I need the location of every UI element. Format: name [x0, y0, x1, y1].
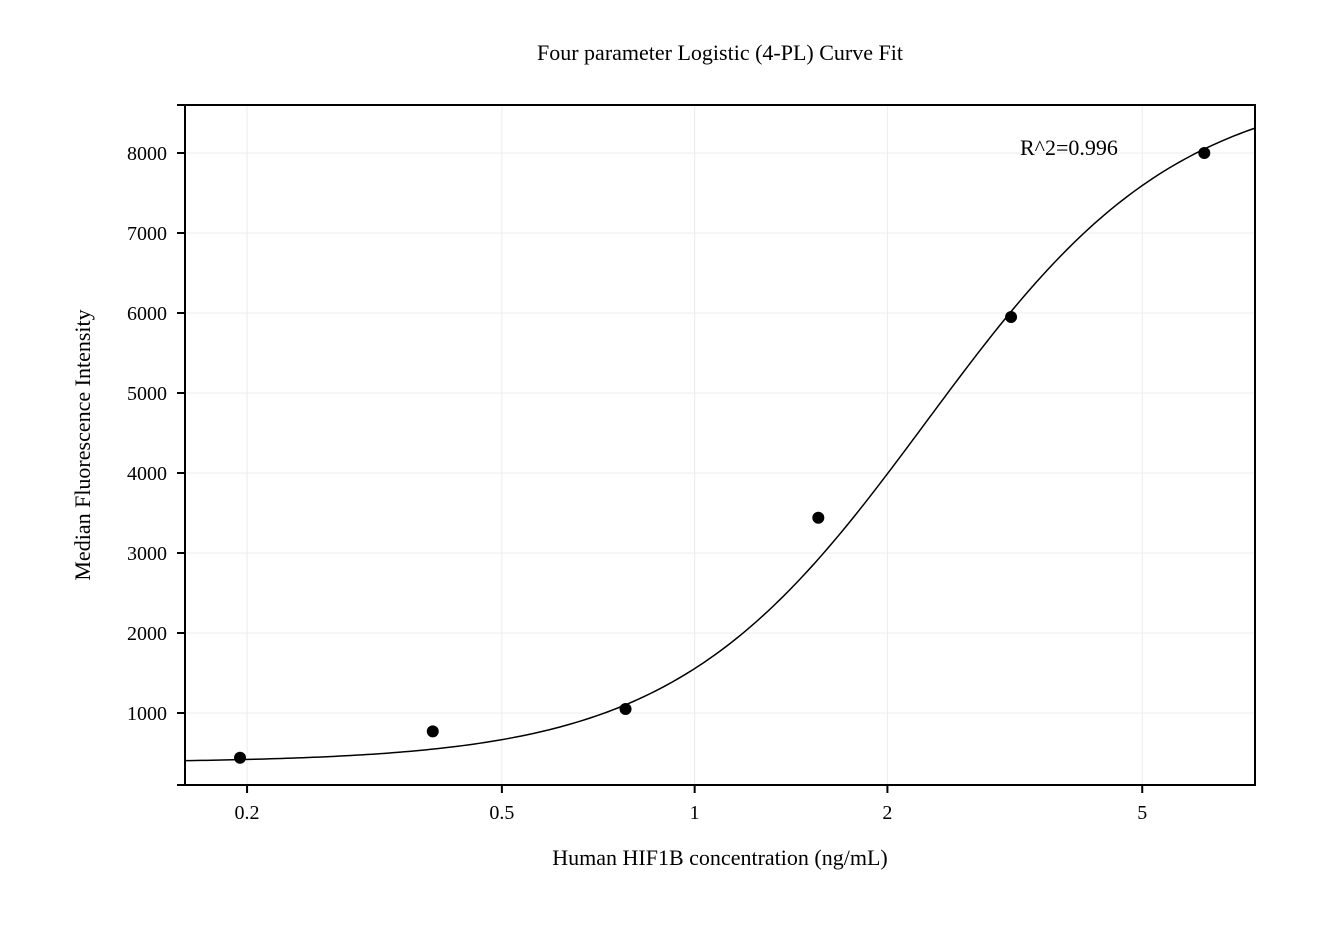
chart-container: 0.2 0.5 1 2 5 1000 2000 3000 4000 5000 6000 7000 800…: [0, 0, 1342, 933]
chart-background: [0, 0, 1342, 933]
data-point: [427, 725, 439, 737]
x-tick-label: 1: [690, 802, 700, 824]
y-tick-label: 3000: [127, 543, 167, 565]
y-tick-label: 1000: [127, 703, 167, 725]
chart-svg: 0.2 0.5 1 2 5 1000 2000 3000 4000 5000 6000 7000 800…: [0, 0, 1342, 933]
y-tick-label: 8000: [127, 143, 167, 165]
y-tick-label: 4000: [127, 463, 167, 485]
data-point: [234, 752, 246, 764]
y-tick-label: 6000: [127, 303, 167, 325]
y-tick-label: 5000: [127, 383, 167, 405]
y-tick-label: 7000: [127, 223, 167, 245]
data-point: [1005, 311, 1017, 323]
x-tick-label: 2: [882, 802, 892, 824]
x-axis-label: Human HIF1B concentration (ng/mL): [552, 845, 887, 870]
y-tick-label: 2000: [127, 623, 167, 645]
x-tick-label: 5: [1137, 802, 1147, 824]
data-point: [620, 703, 632, 715]
data-point: [1198, 147, 1210, 159]
x-tick-label: 0.2: [235, 802, 260, 824]
chart-title: Four parameter Logistic (4-PL) Curve Fit: [537, 40, 903, 65]
r-squared-annotation: R^2=0.996: [1020, 135, 1118, 160]
data-point: [812, 512, 824, 524]
y-axis-label: Median Fluorescence Intensity: [70, 309, 95, 580]
x-tick-label: 0.5: [489, 802, 514, 824]
